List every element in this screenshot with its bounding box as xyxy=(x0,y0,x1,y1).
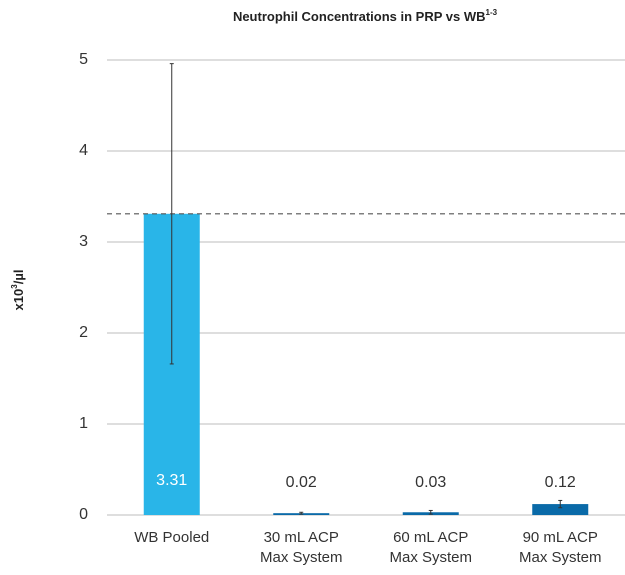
y-axis-label: x103/µl xyxy=(10,270,26,311)
x-tick-label: 60 mL ACP xyxy=(393,529,468,546)
y-label-unit: /µl xyxy=(11,270,26,285)
y-label-text: x10 xyxy=(11,289,26,311)
data-label: 0.12 xyxy=(545,474,576,491)
title-text: Neutrophil Concentrations in PRP vs WB xyxy=(233,9,486,24)
chart-title: Neutrophil Concentrations in PRP vs WB1-… xyxy=(233,8,498,24)
y-tick-label: 5 xyxy=(79,51,88,68)
data-label: 3.31 xyxy=(156,472,187,489)
x-tick-label: WB Pooled xyxy=(134,529,209,546)
x-tick-label: 30 mL ACP xyxy=(264,529,339,546)
x-tick-label: Max System xyxy=(519,549,602,566)
data-label: 0.03 xyxy=(415,474,446,491)
y-tick-label: 0 xyxy=(79,506,88,523)
x-tick-label: Max System xyxy=(260,549,343,566)
y-tick-label: 3 xyxy=(79,233,88,250)
y-label-superscript: 3 xyxy=(10,284,19,289)
title-superscript: 1-3 xyxy=(486,8,498,17)
bar xyxy=(532,504,589,515)
x-tick-label: 90 mL ACP xyxy=(523,529,598,546)
y-tick-label: 1 xyxy=(79,415,88,432)
data-label: 0.02 xyxy=(286,474,317,491)
y-tick-label: 2 xyxy=(79,324,88,341)
x-tick-label: Max System xyxy=(389,549,472,566)
y-tick-label: 4 xyxy=(79,142,88,159)
